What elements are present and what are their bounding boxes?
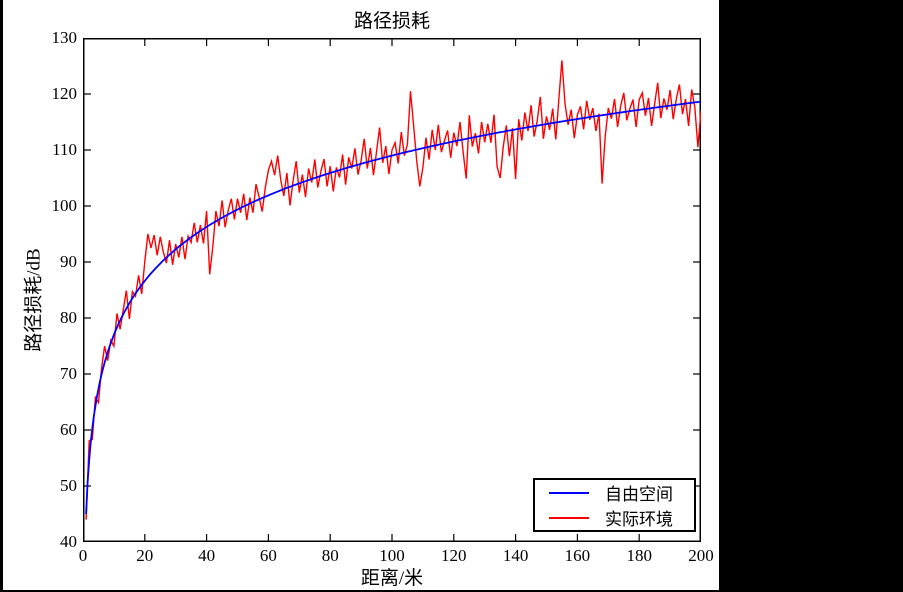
legend-label-free-space: 自由空间 [605, 485, 673, 504]
legend-line-sample-measured [549, 516, 589, 519]
legend-item-free-space: 自由空间 [535, 482, 694, 504]
y-tick-label-130: 130 [51, 28, 78, 47]
axes-box [83, 38, 701, 542]
y-tick-label-120: 120 [51, 84, 78, 103]
series-free-space-line [85, 100, 701, 515]
y-tick-label-40: 40 [60, 532, 77, 551]
x-tick-label-60: 60 [259, 546, 277, 565]
x-tick-label-100: 100 [379, 546, 405, 565]
legend-item-measured: 实际环境 [535, 507, 694, 529]
y-tick-label-90: 90 [60, 252, 77, 271]
legend: 自由空间 实际环境 [533, 478, 696, 532]
series-measured-line [85, 60, 701, 520]
x-tick-label-40: 40 [198, 546, 216, 565]
y-tick-label-70: 70 [60, 364, 77, 383]
plot-area [83, 38, 701, 542]
plot-canvas [83, 38, 701, 542]
x-tick-label-160: 160 [564, 546, 591, 565]
y-tick-label-50: 50 [60, 476, 77, 495]
x-tick-label-140: 140 [502, 546, 529, 565]
x-tick-label-80: 80 [321, 546, 339, 565]
y-tick-label-100: 100 [51, 196, 78, 215]
x-tick-label-120: 120 [441, 546, 467, 565]
y-tick-label-60: 60 [60, 420, 77, 439]
y-axis-label: 路径损耗/dB [23, 248, 45, 352]
x-axis-label: 距离/米 [360, 568, 424, 589]
x-tick-label-0: 0 [78, 546, 88, 565]
x-tick-label-180: 180 [626, 546, 652, 565]
legend-line-sample-free-space [549, 491, 589, 494]
legend-label-measured: 实际环境 [605, 510, 673, 529]
y-tick-label-110: 110 [52, 140, 77, 159]
chart-figure: 路径损耗 路径损耗/dB 0 20 40 60 80 100 120 140 160 180 200… [3, 0, 719, 590]
x-tick-label-20: 20 [136, 546, 154, 565]
chart-title: 路径损耗 [353, 11, 430, 32]
x-tick-label-200: 200 [688, 546, 714, 565]
y-tick-label-80: 80 [60, 308, 77, 327]
